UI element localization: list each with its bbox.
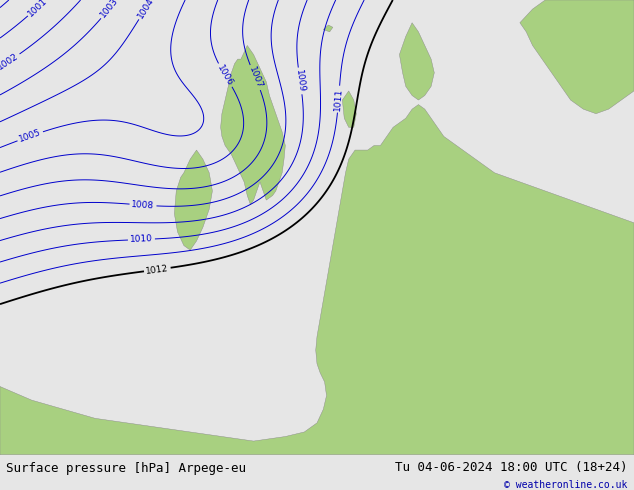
Text: 1008: 1008 — [131, 200, 155, 210]
Text: 1009: 1009 — [294, 69, 306, 93]
Text: Tu 04-06-2024 18:00 UTC (18+24): Tu 04-06-2024 18:00 UTC (18+24) — [395, 461, 628, 473]
Polygon shape — [0, 104, 634, 455]
Text: 1004: 1004 — [136, 0, 156, 20]
Text: 1006: 1006 — [216, 63, 235, 87]
Polygon shape — [399, 23, 434, 100]
Polygon shape — [342, 91, 356, 127]
Text: 1011: 1011 — [333, 87, 344, 111]
Text: Surface pressure [hPa] Arpege-eu: Surface pressure [hPa] Arpege-eu — [6, 463, 247, 475]
Text: 1001: 1001 — [27, 0, 49, 18]
Text: 1012: 1012 — [145, 264, 169, 275]
Text: 1010: 1010 — [130, 235, 153, 245]
Text: 1007: 1007 — [247, 65, 264, 90]
Polygon shape — [174, 150, 212, 250]
Text: 1002: 1002 — [0, 51, 20, 72]
Polygon shape — [323, 25, 333, 32]
Text: 1005: 1005 — [18, 128, 42, 144]
Polygon shape — [520, 0, 634, 114]
Text: 1003: 1003 — [99, 0, 120, 20]
Text: © weatheronline.co.uk: © weatheronline.co.uk — [504, 480, 628, 490]
Polygon shape — [221, 46, 285, 205]
